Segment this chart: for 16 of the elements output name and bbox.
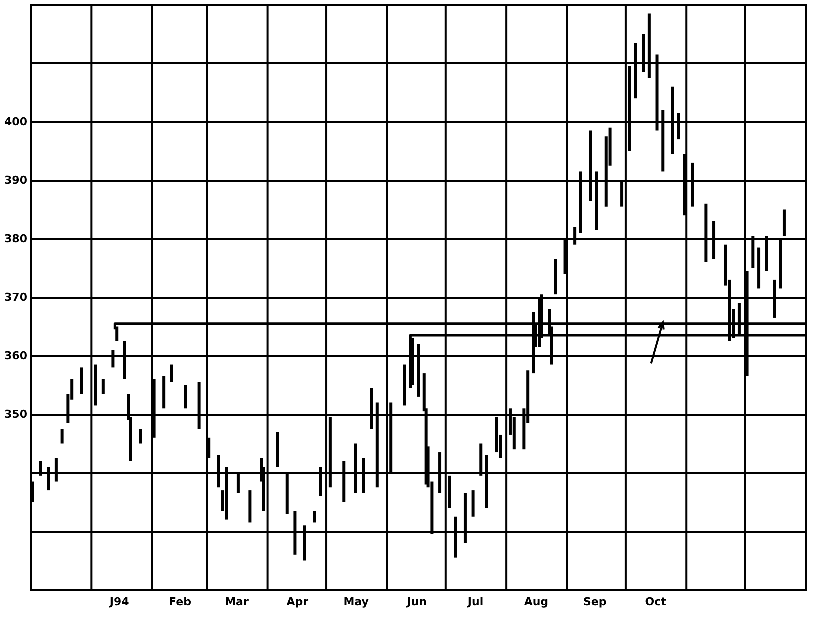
x-tick-label: May xyxy=(344,596,369,608)
y-tick-label: 360 xyxy=(4,350,28,362)
y-tick-label: 390 xyxy=(4,174,28,187)
x-tick-label: Aug xyxy=(524,596,549,608)
x-tick-label: Feb xyxy=(169,596,192,608)
x-tick-label: Mar xyxy=(225,596,250,608)
y-tick-label: 380 xyxy=(4,232,28,246)
x-tick-label: J94 xyxy=(108,596,130,608)
y-tick-label: 400 xyxy=(4,116,28,128)
x-tick-label: Apr xyxy=(286,596,310,608)
x-tick-label: Jul xyxy=(466,596,484,608)
x-tick-label: Jun xyxy=(406,596,427,608)
y-tick-label: 350 xyxy=(4,408,28,421)
x-tick-label: Sep xyxy=(584,596,607,608)
y-tick-label: 370 xyxy=(4,291,28,304)
x-tick-label: Oct xyxy=(645,596,666,608)
